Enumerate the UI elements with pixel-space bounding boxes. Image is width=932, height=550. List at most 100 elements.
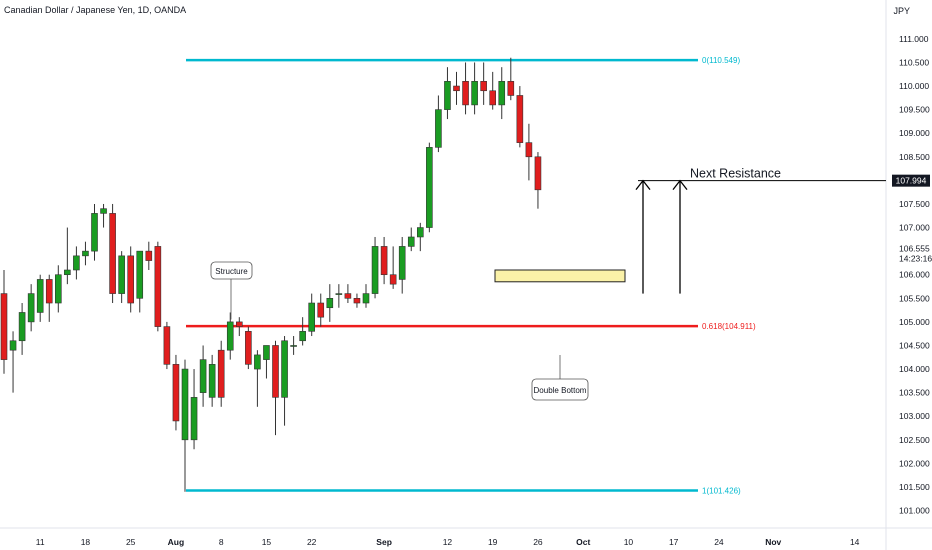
up-arrow-head bbox=[672, 179, 688, 191]
candle-body bbox=[145, 250, 153, 261]
date-tick-label: 25 bbox=[126, 537, 136, 547]
price-tick-label: 110.000 bbox=[899, 81, 929, 91]
candle-body bbox=[163, 326, 171, 365]
candle-body bbox=[489, 90, 497, 106]
candle-body bbox=[407, 236, 415, 247]
price-tick-label: 110.500 bbox=[899, 57, 929, 67]
price-tick-label: 108.500 bbox=[899, 152, 930, 162]
date-tick-label: Nov bbox=[765, 537, 781, 547]
candle-body bbox=[91, 213, 98, 252]
price-tick-label: 105.000 bbox=[899, 317, 930, 327]
candle-body bbox=[136, 250, 144, 299]
candle-body bbox=[471, 81, 478, 106]
candle-body bbox=[299, 331, 306, 342]
candle-body bbox=[444, 81, 451, 110]
breakout-zone bbox=[494, 269, 626, 283]
candle-body bbox=[317, 302, 325, 318]
price-tick-label: 109.500 bbox=[899, 105, 930, 115]
resistance-price-tag-text: 107.994 bbox=[896, 176, 927, 186]
price-tick-label: 104.500 bbox=[899, 340, 930, 350]
countdown-label: 14:23:16 bbox=[899, 254, 932, 264]
candle-body bbox=[109, 213, 116, 294]
price-tick-label: 107.500 bbox=[899, 199, 930, 209]
candle-body bbox=[154, 246, 162, 327]
price-tick-label: 104.000 bbox=[899, 364, 930, 374]
candle-body bbox=[172, 364, 180, 422]
date-tick-label: Oct bbox=[576, 537, 590, 547]
candle-body bbox=[435, 109, 442, 148]
candle-body bbox=[82, 250, 89, 257]
candle-body bbox=[18, 312, 26, 342]
candle-body bbox=[516, 95, 524, 143]
resistance-price-tag bbox=[892, 174, 930, 187]
candle-body bbox=[453, 85, 460, 92]
candle-body bbox=[344, 293, 352, 299]
price-tick-label: 103.000 bbox=[899, 411, 930, 421]
up-arrow-head bbox=[635, 179, 651, 191]
date-tick-label: 8 bbox=[219, 537, 224, 547]
candle-body bbox=[118, 255, 125, 294]
candle-body bbox=[525, 142, 533, 158]
candle-body bbox=[281, 340, 288, 398]
price-tick-label: 111.000 bbox=[899, 34, 929, 44]
candle-body bbox=[254, 354, 261, 370]
date-tick-label: Aug bbox=[168, 537, 185, 547]
symbol-title: Canadian Dollar / Japanese Yen, 1D, OAND… bbox=[4, 5, 187, 15]
price-tick-label: 102.500 bbox=[899, 435, 930, 445]
candle-body bbox=[426, 147, 433, 228]
candle-body bbox=[9, 340, 17, 351]
candle-body bbox=[398, 246, 406, 280]
candle-body bbox=[127, 255, 134, 304]
candle-body bbox=[534, 156, 542, 191]
date-tick-label: 17 bbox=[669, 537, 679, 547]
price-tick-label: 103.500 bbox=[899, 388, 930, 398]
date-tick-label: 14 bbox=[850, 537, 860, 547]
candle-body bbox=[226, 321, 234, 351]
date-tick-label: 26 bbox=[533, 537, 543, 547]
price-tick-label: 102.000 bbox=[899, 458, 930, 468]
candle-body bbox=[335, 293, 343, 295]
date-tick-label: 11 bbox=[36, 537, 45, 547]
date-tick-label: 10 bbox=[624, 537, 634, 547]
candle-body bbox=[181, 368, 189, 441]
date-tick-label: 19 bbox=[488, 537, 498, 547]
candle-body bbox=[416, 227, 424, 238]
candle-body bbox=[199, 359, 207, 393]
candle-body bbox=[36, 279, 44, 313]
candle-body bbox=[507, 81, 515, 96]
candle-body bbox=[308, 302, 316, 332]
candle-body bbox=[245, 331, 252, 365]
candle-body bbox=[290, 345, 297, 347]
price-tick-label: 105.500 bbox=[899, 293, 930, 303]
date-tick-label: 24 bbox=[714, 537, 724, 547]
candle-body bbox=[27, 293, 35, 323]
fib-level-label: 1(101.426) bbox=[702, 486, 741, 495]
price-tick-label: 109.000 bbox=[899, 128, 930, 138]
fib-level-label: 0.618(104.911) bbox=[702, 322, 756, 331]
fib-level-label: 0(110.549) bbox=[702, 56, 740, 65]
date-tick-label: Sep bbox=[376, 537, 392, 547]
price-tick-label: 101.500 bbox=[899, 482, 930, 492]
candle-body bbox=[272, 345, 279, 398]
candle-body bbox=[217, 349, 225, 398]
candle-body bbox=[480, 81, 487, 92]
candle-body bbox=[73, 255, 80, 271]
next-resistance-label: Next Resistance bbox=[690, 167, 781, 181]
candle-body bbox=[326, 298, 334, 309]
candle-body bbox=[236, 321, 243, 327]
date-tick-label: 18 bbox=[81, 537, 91, 547]
candle-body bbox=[208, 364, 216, 398]
date-tick-label: 22 bbox=[307, 537, 317, 547]
candle-body bbox=[353, 298, 361, 304]
candle-body bbox=[54, 274, 62, 304]
candle-body bbox=[362, 293, 370, 304]
currency-label: JPY bbox=[893, 6, 910, 16]
candle-body bbox=[389, 274, 397, 285]
structure-callout-text: Structure bbox=[215, 267, 248, 276]
price-tick-label: 101.000 bbox=[899, 506, 930, 516]
price-tick-label: 106.000 bbox=[899, 270, 930, 280]
current-price-label: 106.555 bbox=[899, 244, 930, 254]
candle-body bbox=[64, 269, 71, 276]
